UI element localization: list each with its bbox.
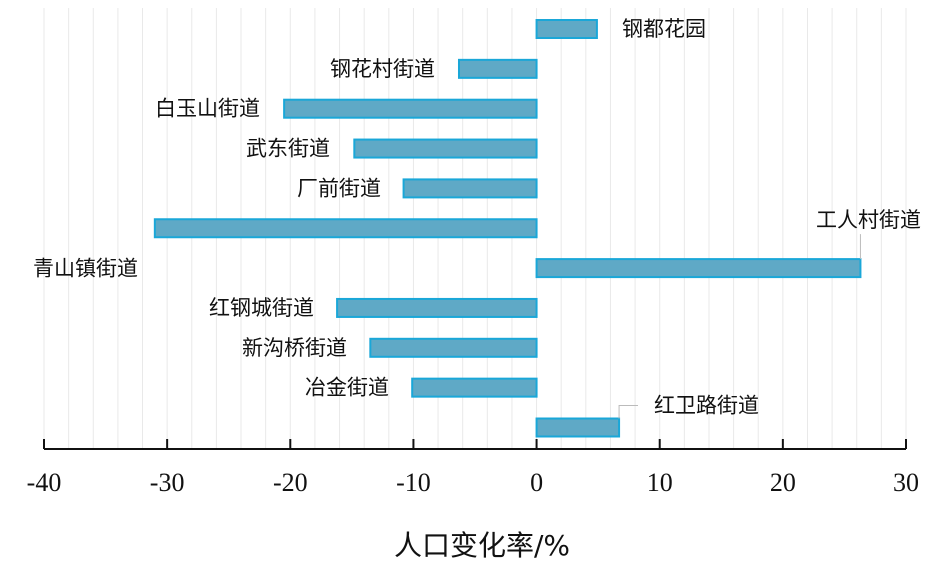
category-label: 红卫路街道 (654, 394, 759, 418)
bar (535, 19, 598, 39)
category-label: 工人村街道 (816, 208, 921, 232)
x-tick-label: -30 (150, 468, 185, 497)
bar (411, 377, 538, 398)
bar (336, 297, 538, 318)
bar (535, 417, 621, 438)
x-tick-label: 10 (647, 468, 673, 497)
x-tick-label: -40 (27, 468, 62, 497)
category-label: 青山镇街道 (33, 256, 138, 280)
x-tick-label: 0 (530, 468, 543, 497)
x-tick-label: -20 (273, 468, 308, 497)
category-label: 钢都花园 (622, 17, 706, 41)
x-axis (43, 439, 907, 450)
category-label: 冶金街道 (305, 376, 389, 400)
category-label: 新沟桥街道 (242, 336, 347, 360)
bar (283, 98, 538, 119)
category-label: 红钢城街道 (209, 296, 314, 320)
bar (369, 337, 538, 358)
x-tick-label: -10 (396, 468, 431, 497)
leader-line (618, 405, 638, 419)
category-label: 武东街道 (246, 137, 330, 161)
x-tick-label: 20 (770, 468, 796, 497)
x-tick-label: 30 (893, 468, 919, 497)
bar (153, 218, 538, 239)
x-axis-title: 人口变化率/% (394, 529, 570, 562)
bar (353, 138, 538, 159)
bar (457, 58, 538, 79)
category-label: 钢花村街道 (330, 57, 435, 81)
category-label: 白玉山街道 (155, 97, 260, 121)
bars (153, 19, 862, 438)
x-tick-labels: -40 -30 -20 -10 0 10 20 30 (27, 468, 919, 497)
category-label: 厂前街道 (297, 176, 381, 200)
bar (402, 178, 538, 199)
bar (535, 258, 862, 279)
